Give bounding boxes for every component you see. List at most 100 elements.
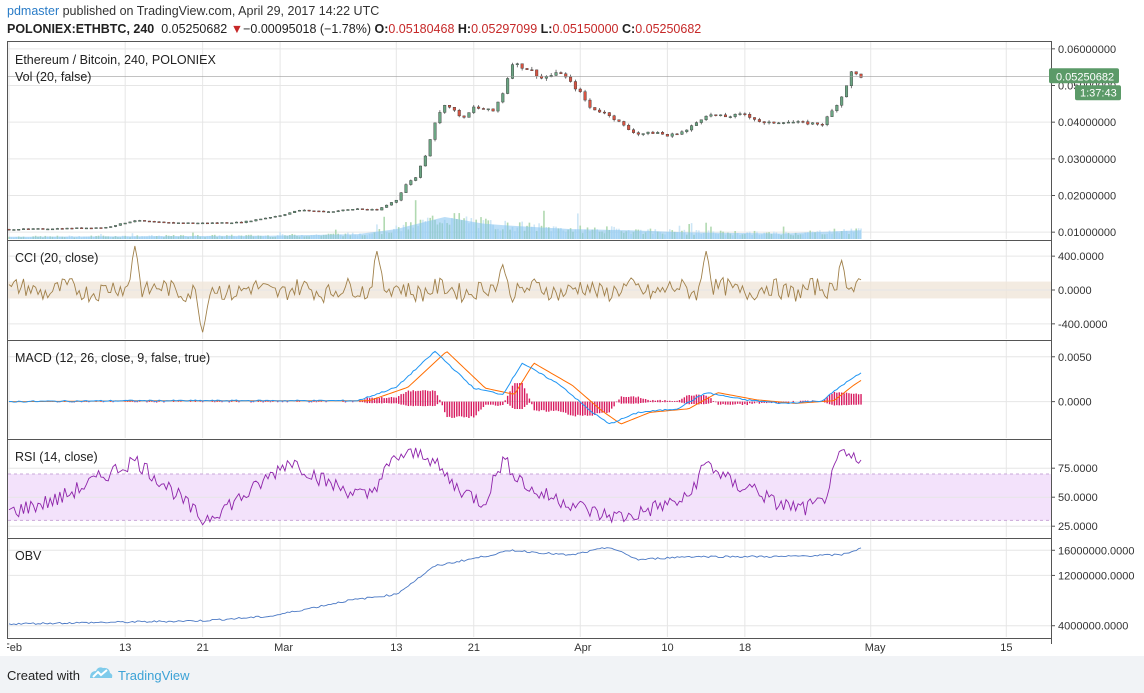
main-chart-title: Ethereum / Bitcoin, 240, POLONIEX [15,53,216,67]
high-label: H: [457,22,472,36]
macd-histogram-bar [625,397,627,404]
volume-bar [690,223,693,239]
macd-histogram-bar [860,394,862,405]
macd-histogram-bar [579,401,581,416]
candle-body [389,202,393,206]
macd-histogram-bar [485,401,487,405]
macd-histogram-bar [666,400,669,402]
macd-histogram-bar [719,401,722,405]
candle-body [593,107,597,111]
volume-bar [414,200,417,239]
macd-histogram-bar [402,393,405,405]
macd-histogram-bar [124,401,126,402]
x-axis-tick-label: Apr [574,642,591,654]
macd-histogram-bar [528,398,531,403]
x-axis-tick-label: 10 [661,642,673,654]
x-axis-tick-label: Feb [7,642,22,654]
macd-histogram-bar [715,401,717,403]
candle-body [448,105,452,108]
open-label: O: [374,22,389,36]
macd-histogram-bar [690,395,693,404]
candle-body [477,106,481,109]
macd-histogram-bar [746,401,748,406]
candle-body [46,228,50,231]
macd-histogram-bar [555,401,557,411]
macd-histogram-bar [260,401,262,402]
y-axis-tick-label: 25.0000 [1058,521,1098,533]
candle-body [670,133,674,137]
candle-body [772,121,776,124]
author-link[interactable]: pdmaster [7,4,60,18]
candle-body [418,165,422,178]
price-change: −0.00095018 (−1.78%) [243,22,371,36]
candle-body [753,117,757,120]
x-axis-tick-label: 18 [739,642,751,654]
macd-histogram-bar [216,401,218,402]
pane-border [7,538,1052,639]
candle-body [602,111,606,114]
tradingview-logo-icon[interactable] [88,665,114,683]
macd-histogram-bar [458,401,460,417]
macd-histogram-bar [400,394,402,405]
candle-body [307,209,311,212]
candle-body [172,222,176,224]
candle-body [404,184,408,193]
macd-histogram-bar [475,401,477,416]
macd-histogram-bar [436,395,439,405]
created-with-text: Created with [7,668,80,683]
macd-histogram-bar [371,397,373,404]
candle-body [598,109,602,113]
candle-body [167,222,171,224]
candle-body [205,222,209,225]
candle-body [791,121,795,124]
macd-histogram-bar [826,397,828,404]
macd-histogram-bar [441,401,443,406]
candle-body [264,217,268,220]
rsi-line [8,447,862,526]
candle-body [457,110,461,117]
candle-body [138,220,142,222]
tradingview-link[interactable]: TradingView [118,668,190,683]
macd-histogram-bar [620,396,623,404]
candle-body [767,121,771,124]
price-tag-label: 0.05250682 [1056,71,1114,83]
macd-histogram-bar [308,401,310,403]
macd-histogram-bar [703,395,705,405]
candle-body [65,227,69,230]
candle-body [215,222,219,224]
macd-histogram-bar [649,400,652,402]
macd-histogram-bar [802,400,804,402]
candle-body [297,210,301,212]
macd-histogram-bar [514,383,516,410]
macd-histogram-bar [393,397,395,404]
macd-histogram-bar [521,383,523,410]
macd-histogram-bar [429,391,431,406]
x-axis-tick-label: 21 [197,642,209,654]
candle-body [385,204,389,208]
symbol: POLONIEX:ETHBTC, 240 [7,22,155,36]
chart-svg[interactable]: Feb 13 21 Mar 13 21 Apr 10 18 May 15 0.06000000 0.05… [3,41,1141,656]
macd-histogram-bar [272,401,274,402]
macd-histogram-bar [700,395,702,405]
candle-body [409,180,413,185]
macd-histogram-bar [758,401,761,404]
candle-body [51,228,55,231]
macd-histogram-bar [390,396,393,404]
macd-histogram-bar [359,400,361,403]
macd-histogram-bar [465,401,468,417]
candle-body [820,124,824,126]
macd-histogram-bar [838,392,840,406]
macd-histogram-bar [833,391,836,406]
macd-histogram-bar [189,401,192,402]
macd-histogram-bar [574,401,577,417]
candle-body [762,121,766,124]
macd-histogram-bar [763,401,765,403]
macd-histogram-bar [414,391,417,406]
chart-area[interactable]: Feb 13 21 Mar 13 21 Apr 10 18 May 15 0.06000000 0.05… [3,41,1141,656]
macd-histogram-bar [199,401,201,402]
candle-body [331,211,335,213]
macd-histogram-bar [572,401,574,416]
candle-body [428,139,432,157]
volume-bar [577,213,579,239]
candle-body [225,222,229,224]
